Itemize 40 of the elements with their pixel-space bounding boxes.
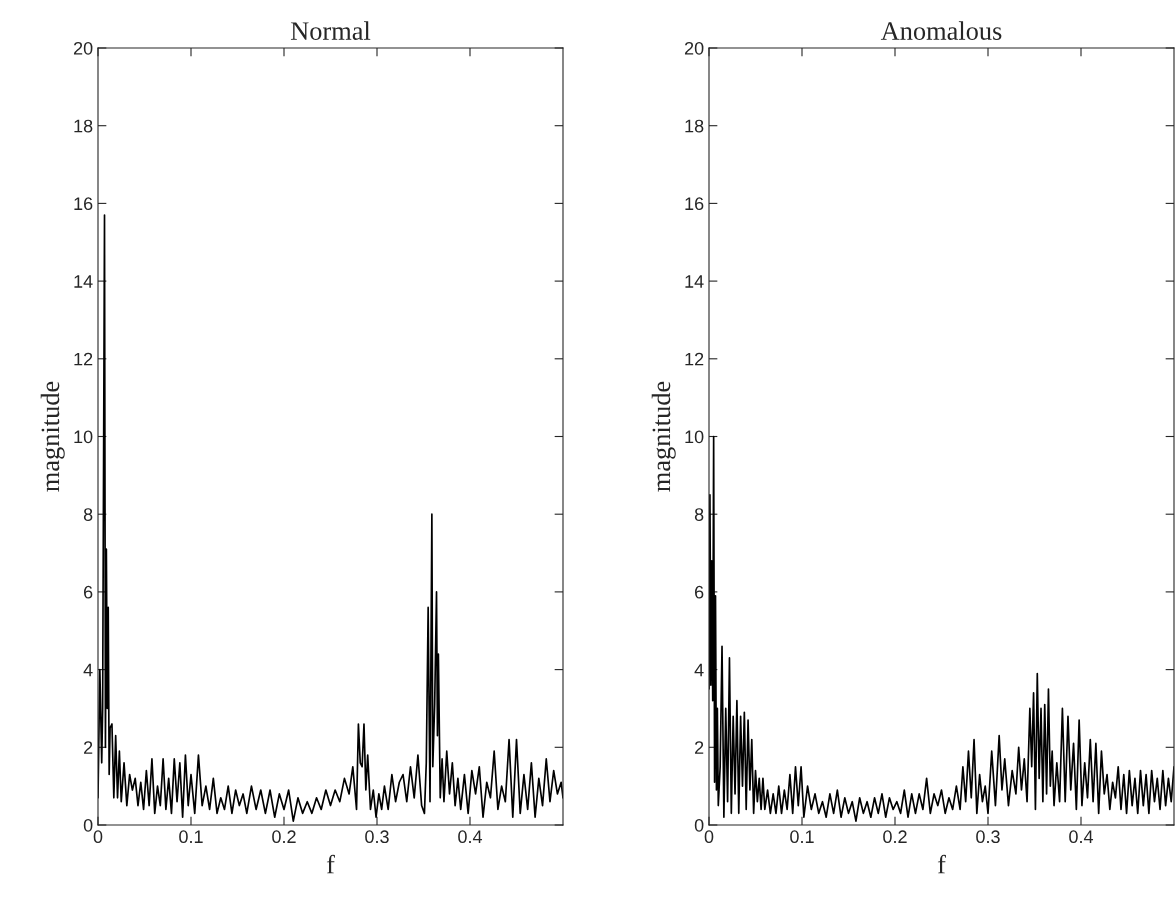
x-tick-label: 0.1 <box>790 830 814 844</box>
y-tick-label: 4 <box>694 663 704 677</box>
chart-title: Anomalous <box>880 21 1002 40</box>
x-tick-label: 0.4 <box>458 830 483 844</box>
y-tick-label: 12 <box>74 352 93 366</box>
x-tick-label: 0 <box>704 830 714 844</box>
line-series <box>98 214 563 822</box>
y-tick-label: 10 <box>685 430 704 444</box>
y-tick-label: 10 <box>74 430 93 444</box>
chart-title: Normal <box>290 21 371 40</box>
y-tick-label: 18 <box>74 119 93 133</box>
y-axis-title: magnitude <box>651 381 676 492</box>
x-tick-label: 0.2 <box>272 830 296 844</box>
y-tick-label: 12 <box>685 352 704 366</box>
x-tick-label: 0.4 <box>1069 830 1094 844</box>
x-tick-label: 0.2 <box>883 830 907 844</box>
y-tick-label: 20 <box>73 41 93 55</box>
y-tick-label: 14 <box>74 275 93 288</box>
y-tick-label: 6 <box>695 585 704 599</box>
y-tick-label: 2 <box>84 741 93 754</box>
y-tick-label: 2 <box>695 741 704 754</box>
y-tick-label: 6 <box>84 585 93 599</box>
y-tick-label: 0 <box>83 818 93 832</box>
line-series <box>709 435 1174 822</box>
y-tick-label: 20 <box>684 41 704 55</box>
y-tick-label: 14 <box>685 275 704 288</box>
x-tick-label: 0.3 <box>365 830 389 844</box>
y-tick-label: 0 <box>694 818 704 832</box>
x-axis-title: f <box>326 854 335 874</box>
y-tick-label: 16 <box>74 197 93 211</box>
x-axis-title: f <box>937 854 946 874</box>
x-tick-label: 0 <box>93 830 103 844</box>
y-tick-label: 16 <box>685 197 704 211</box>
y-axis-title: magnitude <box>40 381 65 492</box>
y-tick-label: 18 <box>685 119 704 133</box>
y-tick-label: 4 <box>83 663 93 677</box>
x-tick-label: 0.3 <box>976 830 1000 844</box>
y-tick-label: 8 <box>694 508 704 521</box>
y-tick-label: 8 <box>83 508 93 521</box>
x-tick-label: 0.1 <box>179 830 203 844</box>
